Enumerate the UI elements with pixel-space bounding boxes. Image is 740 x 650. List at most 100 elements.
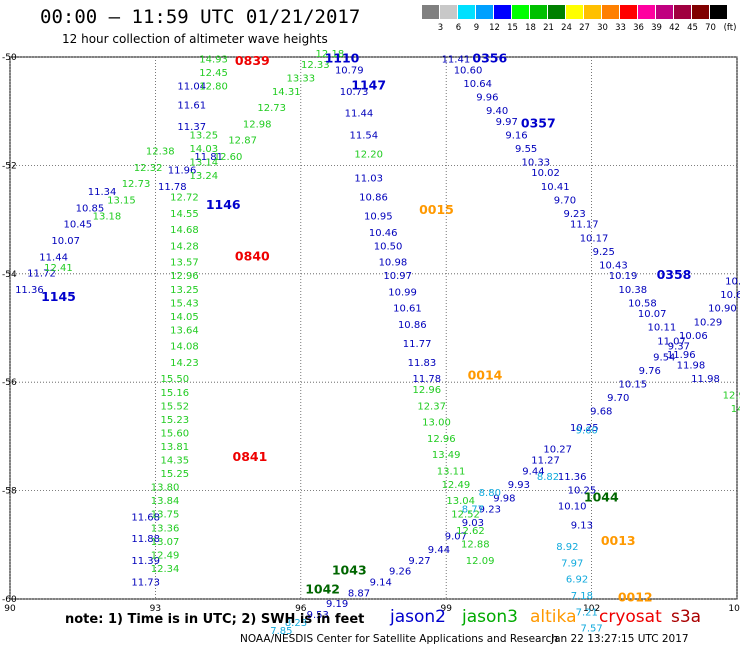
data-label-jason3: 12.88 <box>461 540 490 551</box>
data-label-jason3: 14.28 <box>170 241 199 252</box>
y-tick-label: -56 <box>2 378 17 388</box>
data-label-jason2: 11.98 <box>677 361 706 372</box>
data-label-jason3: 13.81 <box>160 442 189 453</box>
chart-subtitle: 12 hour collection of altimeter wave hei… <box>62 32 328 46</box>
x-tick-label: 99 <box>440 604 452 614</box>
data-label-jason2: 9.23 <box>479 504 501 515</box>
x-tick-label: 93 <box>150 604 161 614</box>
data-label-altika: 8.82 <box>537 472 559 483</box>
data-label-altika: 8.92 <box>556 542 578 553</box>
data-label-jason3: 13.07 <box>151 537 180 548</box>
data-label-jason2: 9.26 <box>389 567 411 578</box>
data-label-jason2: 9.13 <box>571 521 593 532</box>
data-label-jason2: 9.93 <box>508 480 530 491</box>
colorbar-label: 12 <box>489 23 500 33</box>
y-tick-label: -50 <box>2 53 17 63</box>
data-label-jason3: 13.18 <box>93 212 122 223</box>
data-label-jason2: 11.78 <box>412 374 441 385</box>
data-label-jason2: 11.27 <box>531 456 560 467</box>
colorbar-label: 21 <box>543 23 554 33</box>
data-label-jason3: 13.04 <box>446 496 475 507</box>
colorbar-label: 3 <box>437 23 444 33</box>
data-label-jason2: 9.25 <box>593 247 615 258</box>
data-label-jason2: 11.41 <box>442 54 471 65</box>
data-label-jason2: 11.17 <box>570 220 599 231</box>
data-label-jason2: 9.19 <box>326 599 348 610</box>
colorbar-swatch <box>458 5 475 19</box>
colorbar-swatch <box>548 5 565 19</box>
colorbar-label: 30 <box>597 23 608 33</box>
data-label-jason3: 13.75 <box>151 510 180 521</box>
data-label-jason2: 10.90 <box>725 277 740 288</box>
data-label-jason3: 13.24 <box>190 171 219 182</box>
footnote: note: 1) Time is in UTC; 2) SWH is in fe… <box>65 612 365 627</box>
data-label-jason2: 10.07 <box>638 309 667 320</box>
time-label: 1044 <box>584 489 619 504</box>
data-label-jason3: 12.73 <box>122 179 151 190</box>
data-label-jason3: 12.99 <box>723 390 740 401</box>
time-label: 1146 <box>206 197 241 212</box>
data-label-jason2: 10.46 <box>369 228 398 239</box>
time-label: 0012 <box>618 590 653 605</box>
data-label-jason3: 13.84 <box>151 496 180 507</box>
data-label-jason2: 10.43 <box>599 260 628 271</box>
colorbar-swatch <box>674 5 691 19</box>
data-label-jason3: 13.49 <box>432 450 461 461</box>
data-label-altika: 6.92 <box>566 575 588 586</box>
data-label-jason3: 12.45 <box>199 68 228 79</box>
data-label-jason3: 15.52 <box>160 401 189 412</box>
data-label-jason2: 9.16 <box>505 130 527 141</box>
colorbar-label: 6 <box>455 23 462 33</box>
data-label-jason3: 15.43 <box>170 298 199 309</box>
data-label-jason2: 11.78 <box>158 182 187 193</box>
data-label-jason2: 10.85 <box>76 203 105 214</box>
data-label-jason3: 13.00 <box>422 418 451 429</box>
data-label-jason2: 11.98 <box>691 374 720 385</box>
colorbar-swatch <box>710 5 727 19</box>
data-label-jason3: 14.68 <box>170 225 199 236</box>
colorbar-swatch <box>512 5 529 19</box>
colorbar-label: 15 <box>507 23 518 33</box>
data-label-jason2: 11.77 <box>403 339 432 350</box>
colorbar-label: 33 <box>615 23 626 33</box>
data-label-jason2: 9.70 <box>607 393 629 404</box>
data-label-jason3: 12.49 <box>151 550 180 561</box>
colorbar-swatch <box>422 5 439 19</box>
data-label-jason3: 14.08 <box>170 342 199 353</box>
y-tick-label: -52 <box>2 161 17 171</box>
data-label-jason2: 11.39 <box>131 556 160 567</box>
data-label-jason3: 12.38 <box>146 147 175 158</box>
data-label-jason2: 11.96 <box>168 166 197 177</box>
data-label-jason3: 15.50 <box>160 374 189 385</box>
data-label-jason2: 10.86 <box>398 320 427 331</box>
colorbar-label: 70 <box>705 23 716 33</box>
data-label-jason2: 9.37 <box>668 342 690 353</box>
data-label-jason2: 11.73 <box>131 577 160 588</box>
data-label-jason3: 15.16 <box>160 388 189 399</box>
data-label-jason3: 12.20 <box>354 149 383 160</box>
data-label-jason2: 10.29 <box>694 317 723 328</box>
data-label-jason2: 11.88 <box>131 534 160 545</box>
data-label-jason2: 11.81 <box>194 152 223 163</box>
data-label-jason2: 10.58 <box>628 298 657 309</box>
legend-cryosat: cryosat <box>599 607 662 627</box>
data-label-jason2: 10.61 <box>393 304 422 315</box>
data-label-jason3: 13.64 <box>170 325 199 336</box>
data-label-altika: 7.21 <box>576 607 598 618</box>
data-label-jason3: 14.55 <box>170 209 199 220</box>
colorbar-label: 36 <box>633 23 644 33</box>
colorbar-swatch <box>566 5 583 19</box>
data-label-jason2: 9.55 <box>515 144 537 155</box>
data-label-jason3: 13.33 <box>286 73 315 84</box>
data-label-jason2: 10.25 <box>570 423 599 434</box>
data-label-jason2: 10.60 <box>454 65 483 76</box>
data-label-jason3: 13.25 <box>190 130 219 141</box>
data-label-jason3: 12.98 <box>243 119 272 130</box>
data-label-jason2: 9.23 <box>564 209 586 220</box>
data-label-jason3: 12.96 <box>427 434 456 445</box>
colorbar-label: 24 <box>561 23 572 33</box>
colorbar-unit: (ft) <box>723 23 737 33</box>
time-label: 1147 <box>351 78 386 93</box>
data-label-jason2: 11.83 <box>408 358 437 369</box>
data-label-altika: 8.80 <box>479 488 501 499</box>
